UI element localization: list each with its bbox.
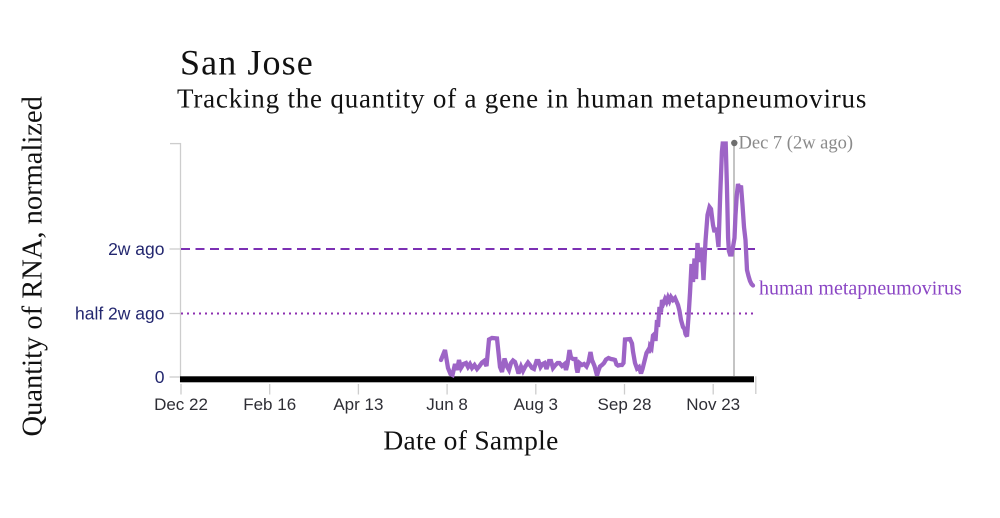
svg-text:0: 0: [155, 367, 165, 387]
svg-text:Feb 16: Feb 16: [243, 395, 296, 414]
svg-text:Nov 23: Nov 23: [686, 395, 740, 414]
svg-text:San Jose: San Jose: [180, 43, 314, 83]
svg-text:Dec 22: Dec 22: [154, 395, 208, 414]
svg-text:Dec 7 (2w ago): Dec 7 (2w ago): [739, 134, 854, 154]
svg-text:half 2w ago: half 2w ago: [75, 304, 165, 324]
svg-text:2w ago: 2w ago: [108, 239, 164, 259]
svg-text:Aug 3: Aug 3: [514, 395, 558, 414]
svg-text:Tracking the quantity of a gen: Tracking the quantity of a gene in human…: [177, 84, 867, 114]
svg-text:Jun 8: Jun 8: [426, 395, 468, 414]
svg-text:Date of Sample: Date of Sample: [383, 425, 558, 456]
svg-text:Quantity of RNA, normalized: Quantity of RNA, normalized: [18, 96, 49, 436]
svg-text:human metapneumovirus: human metapneumovirus: [759, 278, 962, 300]
svg-text:Apr 13: Apr 13: [333, 395, 383, 414]
svg-text:Sep 28: Sep 28: [598, 395, 652, 414]
